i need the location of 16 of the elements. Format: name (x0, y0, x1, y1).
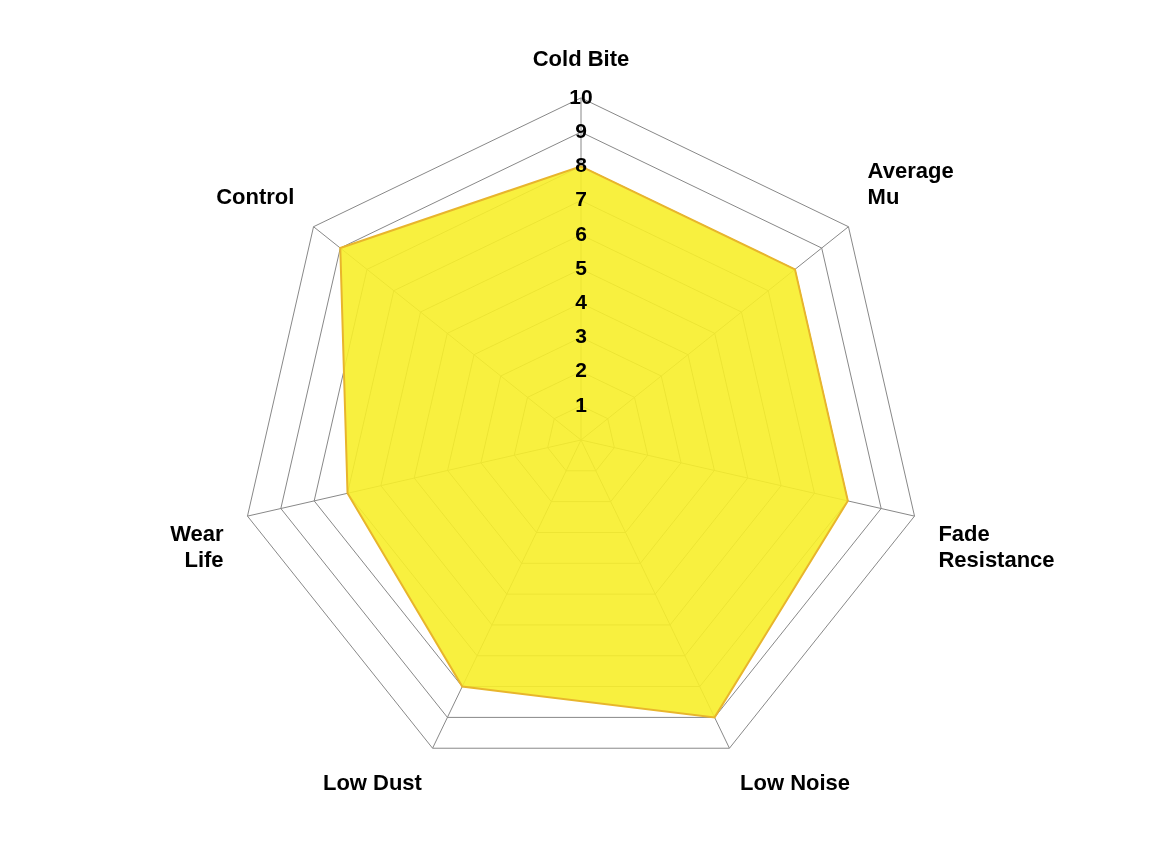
spoke-label: Fade Resistance (938, 520, 1055, 573)
spoke-label: Low Dust (322, 769, 423, 795)
y-tick-label: 5 (575, 255, 588, 279)
spoke-label: Low Noise (740, 769, 851, 795)
spoke-label: Cold Bite (532, 46, 630, 72)
spoke-label: Average Mu (867, 157, 954, 210)
y-tick-label: 4 (575, 289, 588, 313)
y-tick-label: 9 (575, 118, 587, 142)
y-tick-label: 7 (575, 187, 587, 211)
y-tick-label: 6 (575, 221, 587, 245)
y-tick-label: 3 (575, 324, 587, 348)
y-tick-label: 2 (575, 358, 587, 382)
spoke-label: Control (216, 184, 295, 210)
y-tick-label: 1 (575, 392, 588, 416)
y-tick-label: 10 (569, 84, 593, 108)
spoke-label: Wear Life (170, 520, 225, 573)
